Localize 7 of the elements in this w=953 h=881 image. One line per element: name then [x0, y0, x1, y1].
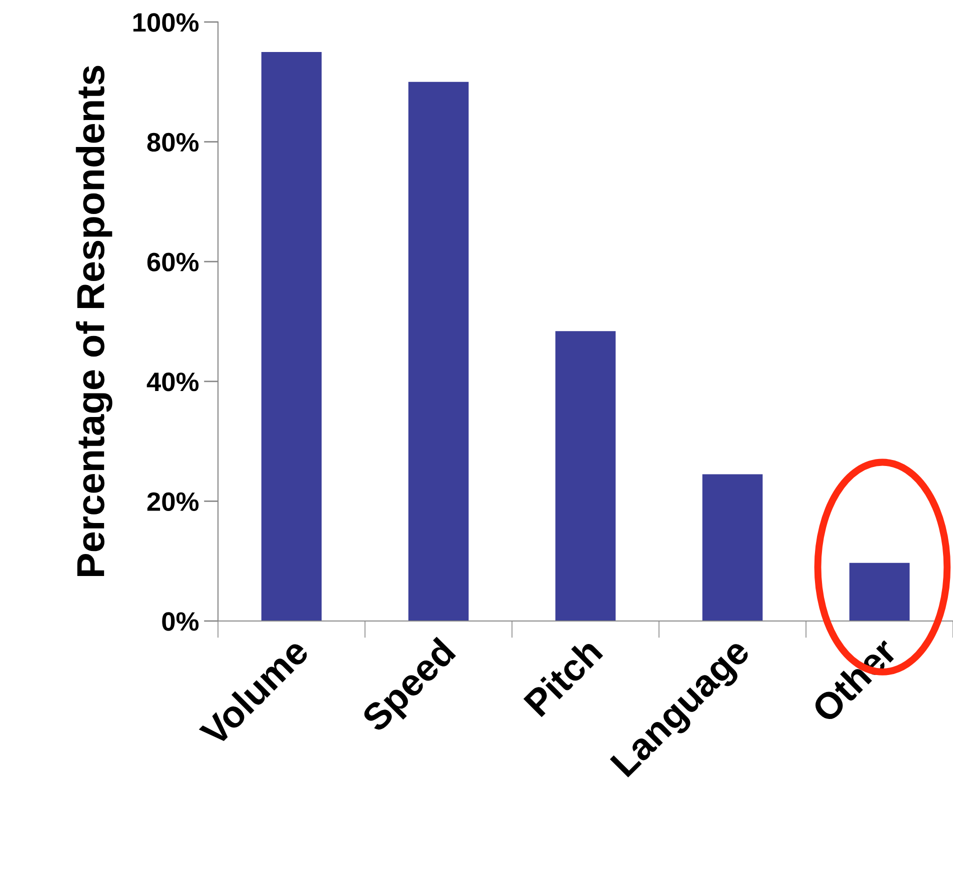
y-tick-label: 20% [147, 492, 199, 512]
y-tick-label: 80% [147, 132, 199, 152]
y-axis-title: Percentage of Respondents [76, 66, 112, 576]
y-tick-label: 40% [146, 372, 199, 392]
y-tick-label: 0% [162, 612, 199, 631]
y-tick-label: 60% [147, 252, 199, 272]
y-tick-label: 100% [133, 13, 199, 32]
